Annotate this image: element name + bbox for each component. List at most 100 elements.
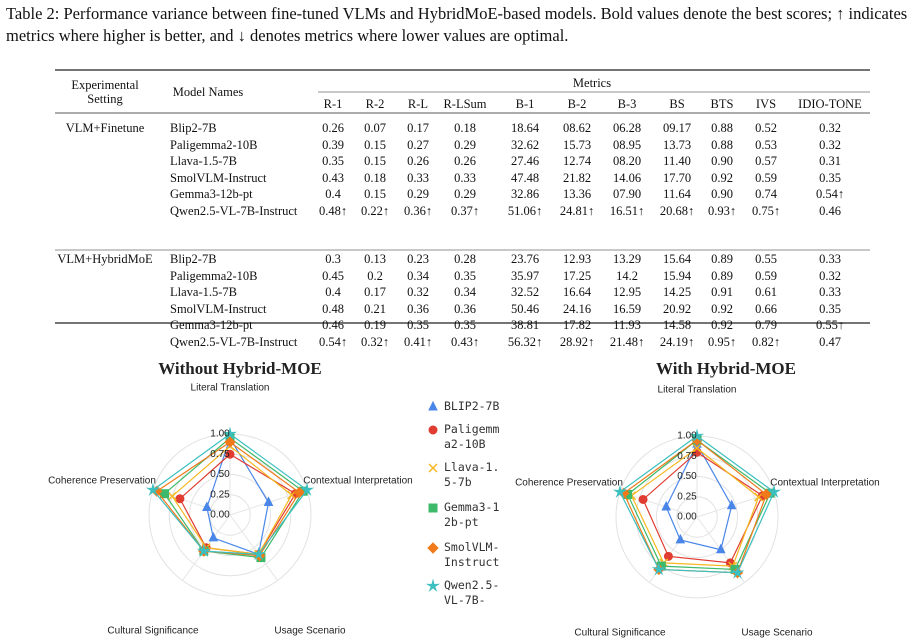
table-cell: 0.26 <box>322 121 344 135</box>
table-cell: 0.32 <box>819 137 841 152</box>
table-cell: 0.19 <box>364 318 386 332</box>
table-cell: 0.22↑ <box>360 203 390 218</box>
marker <box>299 482 315 497</box>
table-cell: 08.62 <box>562 121 592 135</box>
table-cell: 0.36 <box>454 301 476 316</box>
r-tick-label: 0.00 <box>677 512 697 523</box>
column-header: IDIO-TONE <box>798 97 862 111</box>
table-cell: 14.58 <box>662 318 692 332</box>
table-cell: 20.92 <box>662 301 692 316</box>
legend-marker <box>428 463 438 473</box>
table-cell: 0.54↑ <box>815 187 845 201</box>
table-cell: 17.82 <box>562 318 592 332</box>
column-header: B-2 <box>567 97 587 111</box>
table-cell: 07.90 <box>612 187 642 201</box>
model-name: Blip2-7B <box>170 252 217 266</box>
series-line <box>152 433 308 555</box>
table-cell: 21.82 <box>562 170 592 185</box>
table-cell: 0.90 <box>711 154 733 168</box>
table-cell: 0.18 <box>454 121 476 135</box>
marker <box>692 443 702 453</box>
r-tick-label: 0.75 <box>210 449 230 460</box>
spoke <box>229 514 279 581</box>
header-setting: Experimental Setting <box>71 78 139 106</box>
marker <box>251 546 266 561</box>
table-cell: 14.25 <box>662 285 692 299</box>
table-cell: 0.21 <box>364 301 386 316</box>
table-cell: 0.61 <box>755 285 777 299</box>
table-cell: 27.46 <box>510 154 540 168</box>
marker <box>293 486 306 499</box>
table-cell: 32.62 <box>510 137 540 152</box>
table-cell: 14.2 <box>616 268 638 283</box>
series-line <box>171 445 293 555</box>
table-cell: 0.89 <box>711 268 733 283</box>
table-cell: 0.34 <box>407 268 429 283</box>
series-line <box>619 435 775 574</box>
table-cell: 51.06↑ <box>507 203 543 218</box>
table-cell: 0.15 <box>364 137 386 152</box>
marker <box>715 543 726 554</box>
table-cell: 0.15 <box>364 154 386 168</box>
table-cell: 0.89 <box>711 252 733 266</box>
legend-label: BLIP2-7B <box>444 399 500 413</box>
table-cell: 0.45 <box>322 268 344 283</box>
column-header: R-2 <box>365 97 385 111</box>
setting-label: VLM+HybridMoE <box>57 252 153 266</box>
r-tick-label: 0.50 <box>210 469 230 480</box>
header-model: Model Names <box>172 85 244 99</box>
legend-marker <box>425 578 441 593</box>
model-name: Llava-1.5-7B <box>170 285 237 299</box>
r-tick-label: 1.00 <box>677 431 697 442</box>
legend-marker <box>428 503 438 513</box>
axis-label: Usage Scenario <box>741 628 813 639</box>
table-cell: 24.16 <box>562 301 592 316</box>
table-cell: 0.75↑ <box>751 203 781 218</box>
table-cell: 0.36 <box>407 301 429 316</box>
legend-marker <box>428 425 438 435</box>
model-name: Qwen2.5-VL-7B-Instruct <box>170 334 298 349</box>
column-header: B-1 <box>515 97 535 111</box>
axis-label: Contextual Interpretation <box>770 478 880 489</box>
legend-label: Qwen2.5-VL-7B- <box>444 578 500 607</box>
table-cell: 13.36 <box>562 187 592 201</box>
table-cell: 0.88 <box>711 121 733 135</box>
table-cell: 0.32 <box>819 268 841 283</box>
table-cell: 0.90 <box>711 187 733 201</box>
table-cell: 23.76 <box>510 252 540 266</box>
marker <box>208 531 219 542</box>
table-cell: 0.34 <box>454 285 476 299</box>
table-cell: 18.64 <box>510 121 540 135</box>
model-name: Paligemma2-10B <box>170 137 258 152</box>
marker <box>225 449 235 459</box>
table-cell: 11.40 <box>663 154 691 168</box>
marker <box>730 565 745 579</box>
table-cell: 0.52 <box>755 121 777 135</box>
table-cell: 0.33 <box>454 170 476 185</box>
table-cell: 0.35 <box>454 318 476 332</box>
table-cell: 0.82↑ <box>751 334 781 349</box>
table-cell: 0.4 <box>325 285 341 299</box>
table-cell: 50.46 <box>510 301 540 316</box>
table-cell: 0.27 <box>407 137 429 152</box>
table-cell: 0.66 <box>755 301 777 316</box>
marker <box>661 500 671 511</box>
model-name: SmolVLM-Instruct <box>170 301 267 316</box>
marker <box>222 426 238 441</box>
model-name: Paligemma2-10B <box>170 268 258 283</box>
table-cell: 0.33 <box>407 170 429 185</box>
table-cell: 0.47 <box>819 334 841 349</box>
marker <box>202 501 212 511</box>
marker <box>760 488 773 501</box>
table-cell: 16.64 <box>562 285 592 299</box>
table-cell: 0.2 <box>367 268 383 283</box>
marker <box>224 436 236 448</box>
axis-label: Usage Scenario <box>274 626 346 637</box>
table-cell: 16.59 <box>612 301 642 316</box>
table-cell: 0.29 <box>407 187 429 201</box>
table-cell: 0.59 <box>755 268 777 283</box>
table-cell: 0.15 <box>364 187 386 201</box>
table-cell: 11.93 <box>613 318 641 332</box>
axis-label: Coherence Preservation <box>48 476 156 487</box>
